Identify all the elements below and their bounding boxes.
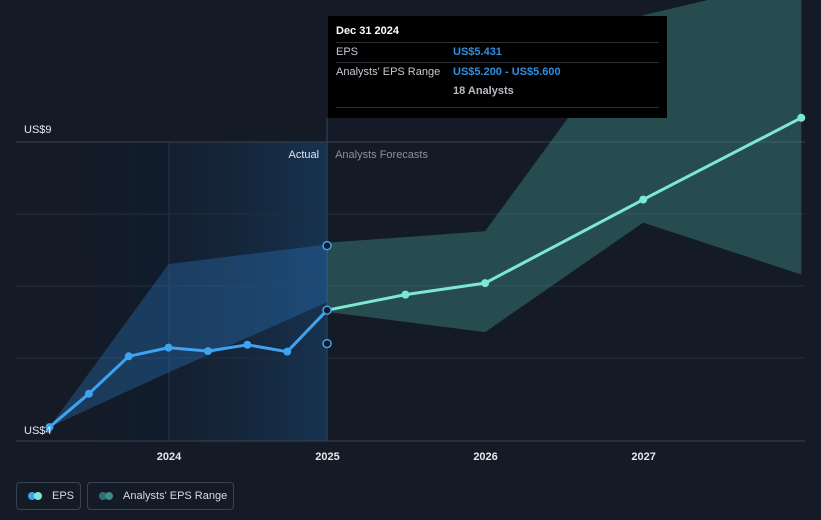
tooltip: Dec 31 2024 EPS US$5.431 Analysts' EPS R… bbox=[328, 16, 667, 118]
tooltip-date: Dec 31 2024 bbox=[336, 25, 399, 37]
eps-forecast-point bbox=[797, 113, 806, 122]
tooltip-range-label: Analysts' EPS Range bbox=[336, 66, 441, 78]
eps-actual-point bbox=[283, 347, 292, 356]
tooltip-range-value: US$5.200 - US$5.600 bbox=[453, 66, 561, 78]
tooltip-row-analysts: 18 Analysts bbox=[336, 82, 659, 101]
actual-eps-range-band bbox=[49, 244, 328, 428]
y-axis-label-bottom: US$4 bbox=[24, 425, 52, 437]
range-legend-icon bbox=[99, 492, 115, 500]
actual-region-shade bbox=[169, 142, 328, 441]
tooltip-row-range: Analysts' EPS Range US$5.200 - US$5.600 bbox=[336, 62, 659, 82]
tooltip-marker bbox=[322, 338, 332, 349]
actual-region-label: Actual bbox=[288, 149, 319, 161]
eps-actual-point bbox=[164, 343, 173, 352]
eps-forecast-point bbox=[481, 279, 490, 288]
tooltip-divider bbox=[336, 107, 659, 108]
eps-actual-point bbox=[243, 340, 252, 349]
legend-range-label: Analysts' EPS Range bbox=[123, 490, 228, 502]
x-tick-label: 2027 bbox=[631, 451, 655, 463]
forecast-eps-range-band bbox=[327, 0, 802, 333]
eps-actual-point bbox=[45, 423, 54, 432]
tooltip-analysts: 18 Analysts bbox=[453, 85, 514, 97]
legend-range-button[interactable]: Analysts' EPS Range bbox=[87, 482, 234, 510]
tooltip-row-eps: EPS US$5.431 bbox=[336, 42, 659, 62]
eps-forecast-point bbox=[639, 195, 648, 204]
tooltip-marker bbox=[322, 305, 332, 315]
legend-eps-button[interactable]: EPS bbox=[16, 482, 81, 510]
x-tick-label: 2024 bbox=[157, 451, 182, 463]
eps-forecast-point bbox=[401, 290, 410, 299]
eps-actual-line bbox=[48, 308, 329, 429]
x-tick-label: 2026 bbox=[473, 451, 497, 463]
eps-legend-icon bbox=[28, 492, 44, 500]
tooltip-marker bbox=[322, 240, 332, 251]
eps-actual-point bbox=[124, 352, 133, 361]
legend-eps-label: EPS bbox=[52, 490, 75, 502]
y-axis-label-top: US$9 bbox=[24, 124, 52, 136]
tooltip-eps-label: EPS bbox=[336, 46, 359, 58]
x-tick-label: 2025 bbox=[315, 451, 339, 463]
eps-actual-point bbox=[203, 347, 212, 356]
eps-actual-point bbox=[84, 389, 93, 398]
tooltip-eps-value: US$5.431 bbox=[453, 46, 502, 58]
forecast-region-label: Analysts Forecasts bbox=[335, 149, 428, 161]
